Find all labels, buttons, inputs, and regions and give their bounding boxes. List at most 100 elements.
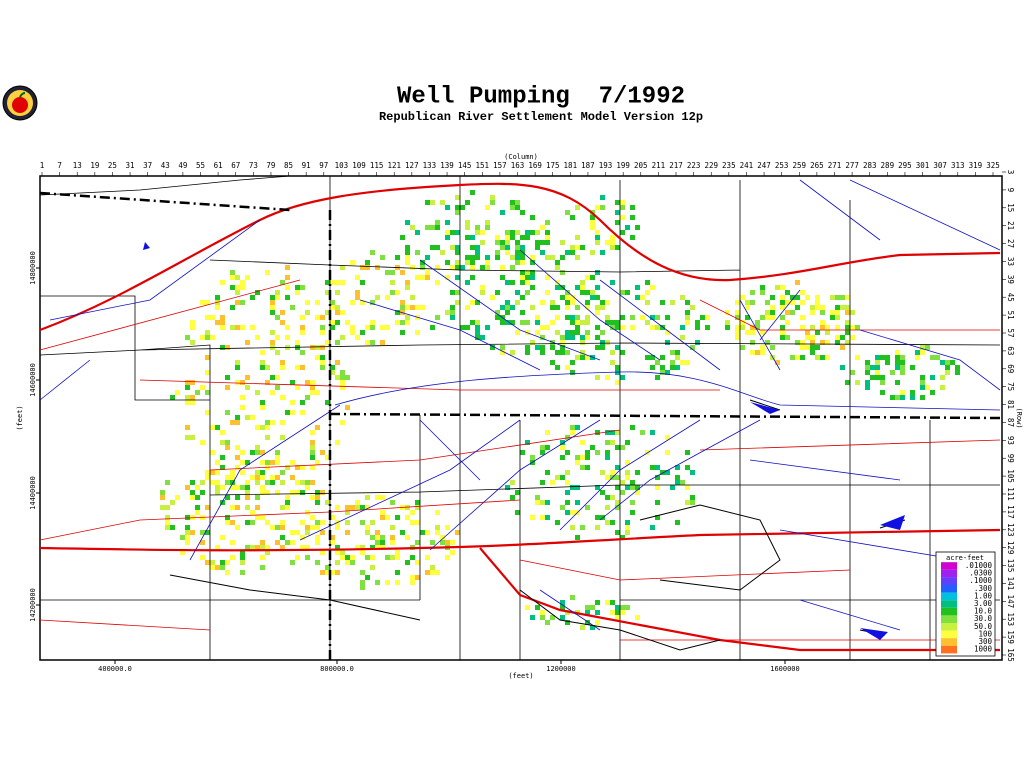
pumping-cell xyxy=(920,395,925,400)
pumping-cell xyxy=(530,230,535,235)
pumping-cell xyxy=(610,495,615,500)
pumping-cell xyxy=(370,545,375,550)
pumping-cell xyxy=(415,500,420,505)
pumping-cell xyxy=(205,390,210,395)
pumping-cell xyxy=(480,265,485,270)
row-tick-label: 57 xyxy=(1006,328,1015,337)
pumping-cell xyxy=(345,375,350,380)
pumping-cell xyxy=(480,230,485,235)
column-tick-label: 307 xyxy=(933,161,947,170)
pumping-cell xyxy=(410,555,415,560)
pumping-cell xyxy=(325,290,330,295)
pumping-cell xyxy=(735,310,740,315)
pumping-cell xyxy=(185,425,190,430)
pumping-cell xyxy=(395,515,400,520)
pumping-cell xyxy=(220,485,225,490)
pumping-cell xyxy=(725,325,730,330)
pumping-cell xyxy=(245,385,250,390)
pumping-cell xyxy=(340,370,345,375)
pumping-cell xyxy=(530,615,535,620)
pumping-cell xyxy=(795,295,800,300)
pumping-cell xyxy=(210,335,215,340)
pumping-cell xyxy=(340,550,345,555)
pumping-cell xyxy=(285,500,290,505)
pumping-cell xyxy=(780,325,785,330)
pumping-cell xyxy=(235,445,240,450)
pumping-cell xyxy=(210,450,215,455)
pumping-cell xyxy=(805,335,810,340)
pumping-cell xyxy=(280,365,285,370)
pumping-cell xyxy=(465,260,470,265)
pumping-cell xyxy=(680,295,685,300)
pumping-cell xyxy=(820,340,825,345)
pumping-cell xyxy=(855,325,860,330)
pumping-cell xyxy=(310,390,315,395)
pumping-cell xyxy=(375,540,380,545)
pumping-cell xyxy=(230,305,235,310)
pumping-cell xyxy=(450,310,455,315)
pumping-cell xyxy=(685,315,690,320)
pumping-cell xyxy=(840,345,845,350)
pumping-cell xyxy=(290,400,295,405)
pumping-cell xyxy=(415,330,420,335)
pumping-cell xyxy=(530,260,535,265)
pumping-cell xyxy=(370,535,375,540)
pumping-cell xyxy=(810,340,815,345)
pumping-cell xyxy=(875,375,880,380)
x-tick-label: 800000.0 xyxy=(320,665,354,673)
pumping-cell xyxy=(820,325,825,330)
pumping-cell xyxy=(615,530,620,535)
pumping-cell xyxy=(795,305,800,310)
pumping-cell xyxy=(665,435,670,440)
pumping-cell xyxy=(310,455,315,460)
column-tick-label: 97 xyxy=(319,161,328,170)
pumping-cell xyxy=(425,200,430,205)
pumping-cell xyxy=(285,335,290,340)
pumping-cell xyxy=(745,330,750,335)
pumping-cell xyxy=(930,355,935,360)
pumping-cell xyxy=(615,615,620,620)
pumping-cell xyxy=(330,515,335,520)
pumping-cell xyxy=(260,475,265,480)
pumping-cell xyxy=(220,440,225,445)
pumping-cell xyxy=(830,310,835,315)
pumping-cell xyxy=(650,465,655,470)
pumping-cell xyxy=(225,445,230,450)
pumping-cell xyxy=(820,355,825,360)
pumping-cell xyxy=(170,395,175,400)
pumping-cell xyxy=(530,305,535,310)
pumping-cell xyxy=(515,250,520,255)
column-tick-label: 283 xyxy=(863,161,877,170)
pumping-cell xyxy=(500,240,505,245)
pumping-cell xyxy=(300,465,305,470)
pumping-cell xyxy=(815,305,820,310)
pumping-cell xyxy=(340,420,345,425)
pumping-cell xyxy=(615,325,620,330)
pumping-cell xyxy=(540,225,545,230)
pumping-cell xyxy=(750,340,755,345)
pumping-cell xyxy=(330,535,335,540)
pumping-cell xyxy=(675,465,680,470)
pumping-cell xyxy=(355,505,360,510)
pumping-cell xyxy=(350,555,355,560)
pumping-cell xyxy=(220,455,225,460)
pumping-cell xyxy=(270,475,275,480)
pumping-cell xyxy=(935,355,940,360)
row-tick-label: 111 xyxy=(1006,487,1015,501)
pumping-cell xyxy=(200,480,205,485)
county-lines xyxy=(39,175,1001,660)
pumping-cell xyxy=(490,345,495,350)
legend-label: 100 xyxy=(978,629,992,638)
pumping-cell xyxy=(475,245,480,250)
pumping-cell xyxy=(575,285,580,290)
pumping-cell xyxy=(355,545,360,550)
pumping-cell xyxy=(520,280,525,285)
pumping-cell xyxy=(410,520,415,525)
pumping-cell xyxy=(370,250,375,255)
pumping-cell xyxy=(590,605,595,610)
pumping-cell xyxy=(540,300,545,305)
pumping-cell xyxy=(225,440,230,445)
pumping-cell xyxy=(435,280,440,285)
pumping-cell xyxy=(200,440,205,445)
pumping-cell xyxy=(415,520,420,525)
